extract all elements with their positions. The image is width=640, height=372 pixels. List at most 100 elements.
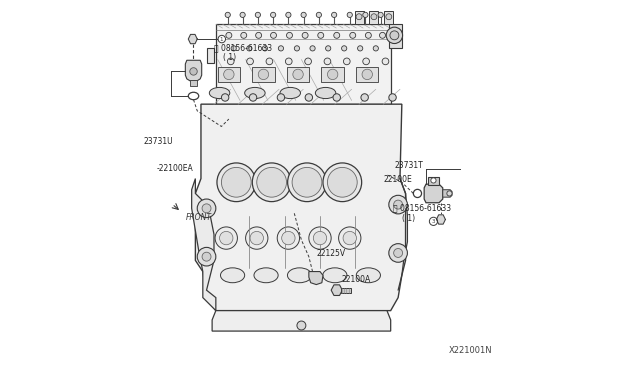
Circle shape — [255, 32, 262, 38]
Circle shape — [382, 58, 389, 65]
Circle shape — [334, 32, 340, 38]
Circle shape — [324, 58, 331, 65]
Circle shape — [333, 94, 340, 101]
Circle shape — [293, 69, 303, 80]
Circle shape — [318, 32, 324, 38]
Circle shape — [240, 12, 245, 17]
Polygon shape — [331, 285, 342, 295]
Circle shape — [386, 27, 403, 44]
Ellipse shape — [287, 268, 312, 283]
Polygon shape — [186, 60, 202, 81]
Ellipse shape — [280, 87, 300, 99]
Circle shape — [344, 58, 350, 65]
Circle shape — [328, 167, 357, 197]
Circle shape — [227, 58, 234, 65]
Circle shape — [310, 46, 315, 51]
Circle shape — [431, 178, 436, 183]
Polygon shape — [212, 311, 390, 331]
Circle shape — [394, 200, 403, 209]
Circle shape — [373, 46, 378, 51]
Circle shape — [257, 167, 287, 197]
Text: 22125V: 22125V — [316, 249, 346, 258]
Circle shape — [271, 32, 276, 38]
Bar — [355, 11, 364, 24]
Text: X221001N: X221001N — [449, 346, 492, 355]
Circle shape — [362, 69, 372, 80]
Ellipse shape — [356, 268, 380, 283]
Text: 1: 1 — [219, 36, 223, 42]
Circle shape — [250, 231, 264, 245]
Circle shape — [278, 46, 284, 51]
Circle shape — [363, 58, 369, 65]
Bar — [369, 11, 378, 24]
Circle shape — [197, 247, 216, 266]
Circle shape — [246, 227, 268, 249]
Circle shape — [316, 12, 321, 17]
Circle shape — [221, 167, 251, 197]
Circle shape — [217, 163, 255, 202]
Circle shape — [286, 12, 291, 17]
Ellipse shape — [413, 189, 422, 198]
Polygon shape — [195, 104, 406, 311]
Circle shape — [285, 58, 292, 65]
Circle shape — [363, 12, 368, 17]
Text: ( 1): ( 1) — [223, 53, 236, 62]
Circle shape — [231, 46, 236, 51]
Bar — [321, 67, 344, 82]
Text: 22100E: 22100E — [384, 175, 413, 184]
Circle shape — [343, 231, 356, 245]
Circle shape — [349, 32, 356, 38]
Circle shape — [226, 32, 232, 38]
Circle shape — [328, 69, 338, 80]
Circle shape — [361, 94, 369, 101]
Circle shape — [282, 231, 295, 245]
Polygon shape — [443, 190, 452, 197]
Circle shape — [294, 46, 300, 51]
Circle shape — [389, 195, 408, 214]
Ellipse shape — [244, 87, 265, 99]
Circle shape — [389, 94, 396, 101]
Bar — [218, 67, 240, 82]
Ellipse shape — [323, 268, 347, 283]
Circle shape — [271, 12, 276, 17]
Circle shape — [252, 163, 291, 202]
Circle shape — [301, 12, 306, 17]
Bar — [252, 67, 275, 82]
Circle shape — [225, 12, 230, 17]
Circle shape — [447, 191, 452, 196]
Circle shape — [259, 69, 269, 80]
Circle shape — [358, 46, 363, 51]
Circle shape — [326, 46, 331, 51]
Circle shape — [356, 14, 362, 20]
Bar — [356, 67, 378, 82]
Text: 23731T: 23731T — [394, 161, 423, 170]
Circle shape — [221, 94, 229, 101]
Circle shape — [255, 12, 260, 17]
Circle shape — [339, 227, 361, 249]
Circle shape — [190, 68, 197, 75]
Text: FRONT: FRONT — [186, 213, 212, 222]
Circle shape — [371, 14, 377, 20]
Circle shape — [202, 252, 211, 261]
Circle shape — [305, 94, 312, 101]
Circle shape — [323, 163, 362, 202]
Circle shape — [246, 58, 253, 65]
Circle shape — [305, 58, 312, 65]
Circle shape — [292, 167, 322, 197]
Bar — [287, 67, 309, 82]
Circle shape — [429, 217, 438, 225]
Circle shape — [297, 321, 306, 330]
Circle shape — [365, 32, 371, 38]
Circle shape — [347, 12, 353, 17]
Polygon shape — [207, 48, 214, 63]
Circle shape — [202, 204, 211, 213]
Text: 3: 3 — [432, 219, 435, 224]
Bar — [190, 80, 197, 86]
Bar — [341, 288, 351, 293]
Circle shape — [223, 69, 234, 80]
Text: ( 1): ( 1) — [402, 214, 415, 223]
Polygon shape — [428, 177, 439, 185]
Circle shape — [314, 231, 326, 245]
Polygon shape — [191, 179, 216, 311]
Circle shape — [241, 32, 246, 38]
